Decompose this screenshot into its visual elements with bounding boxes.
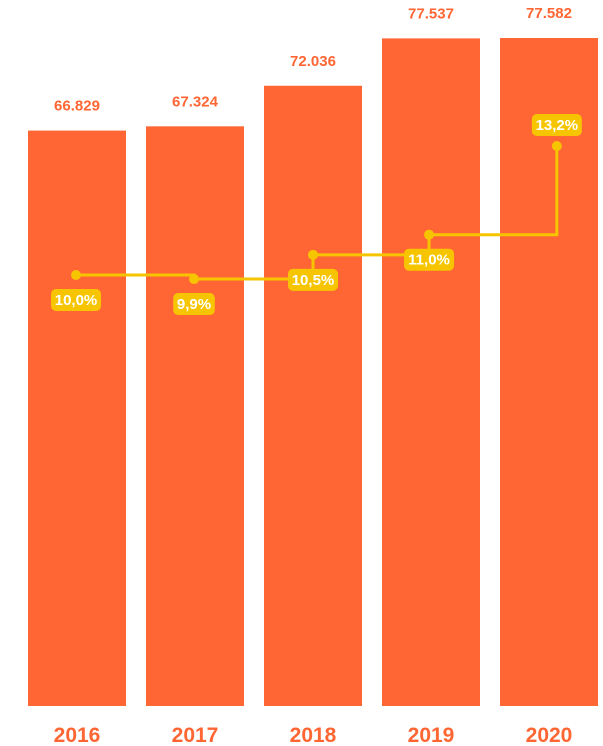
value-labels-group: 66.829 67.324 72.036 77.537 77.582: [54, 5, 572, 115]
bar-2016: [28, 130, 126, 707]
badge-background: [173, 293, 215, 316]
bar-2019: [382, 38, 480, 707]
percentage-point-2016: [71, 270, 82, 280]
percent-badges-group: 10,0% 9,9% 10,5% 11,0% 13,2%: [51, 114, 582, 316]
year-label-2017: 2017: [172, 724, 219, 746]
percentage-point-2018: [308, 249, 318, 260]
bar-2017: [146, 126, 244, 706]
percentage-label: 10,0%: [55, 292, 98, 309]
percentage-label: 11,0%: [408, 252, 450, 269]
bar-2018: [264, 85, 362, 706]
bar-value-label-2017: 67.324: [172, 93, 219, 110]
year-label-2019: 2019: [408, 724, 455, 746]
year-labels-group: 2016 2017 2018 2019 2020: [54, 724, 573, 746]
bar-2020: [500, 38, 598, 706]
percentage-badge-2018: 10,5%: [288, 268, 338, 291]
badge-background: [531, 114, 582, 136]
badge-background: [288, 268, 338, 291]
percentage-label: 10,5%: [292, 272, 335, 289]
bar-value-label-2016: 66.829: [54, 98, 100, 115]
bar-value-label-2020: 77.582: [526, 5, 572, 22]
badge-background: [404, 248, 455, 271]
year-label-2020: 2020: [526, 724, 573, 746]
bar-value-label-2018: 72.036: [290, 53, 336, 70]
percentage-label: 9,9%: [177, 296, 211, 313]
percentage-point-2017: [189, 274, 200, 285]
percentage-badge-2020: 13,2%: [531, 114, 582, 136]
percentage-point-2019: [424, 229, 435, 240]
bars-group: [28, 38, 598, 707]
year-label-2016: 2016: [54, 724, 101, 746]
percentage-badge-2019: 11,0%: [404, 248, 455, 271]
percentage-point-2020: [551, 141, 562, 151]
percentage-badge-2016: 10,0%: [51, 289, 102, 311]
percentage-badge-2017: 9,9%: [173, 293, 215, 316]
bar-value-label-2019: 77.537: [408, 5, 454, 22]
percentage-label: 13,2%: [536, 117, 579, 134]
step-line-group: [71, 141, 562, 285]
year-label-2018: 2018: [290, 724, 337, 746]
badge-background: [51, 289, 102, 311]
